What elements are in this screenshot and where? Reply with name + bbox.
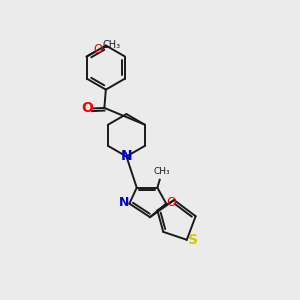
Text: O: O [94, 43, 103, 56]
Text: CH₃: CH₃ [154, 167, 170, 176]
Text: N: N [121, 149, 132, 164]
Text: O: O [166, 196, 176, 209]
Text: O: O [82, 101, 94, 116]
Text: N: N [119, 196, 130, 209]
Text: CH₃: CH₃ [103, 40, 121, 50]
Text: S: S [188, 233, 198, 247]
